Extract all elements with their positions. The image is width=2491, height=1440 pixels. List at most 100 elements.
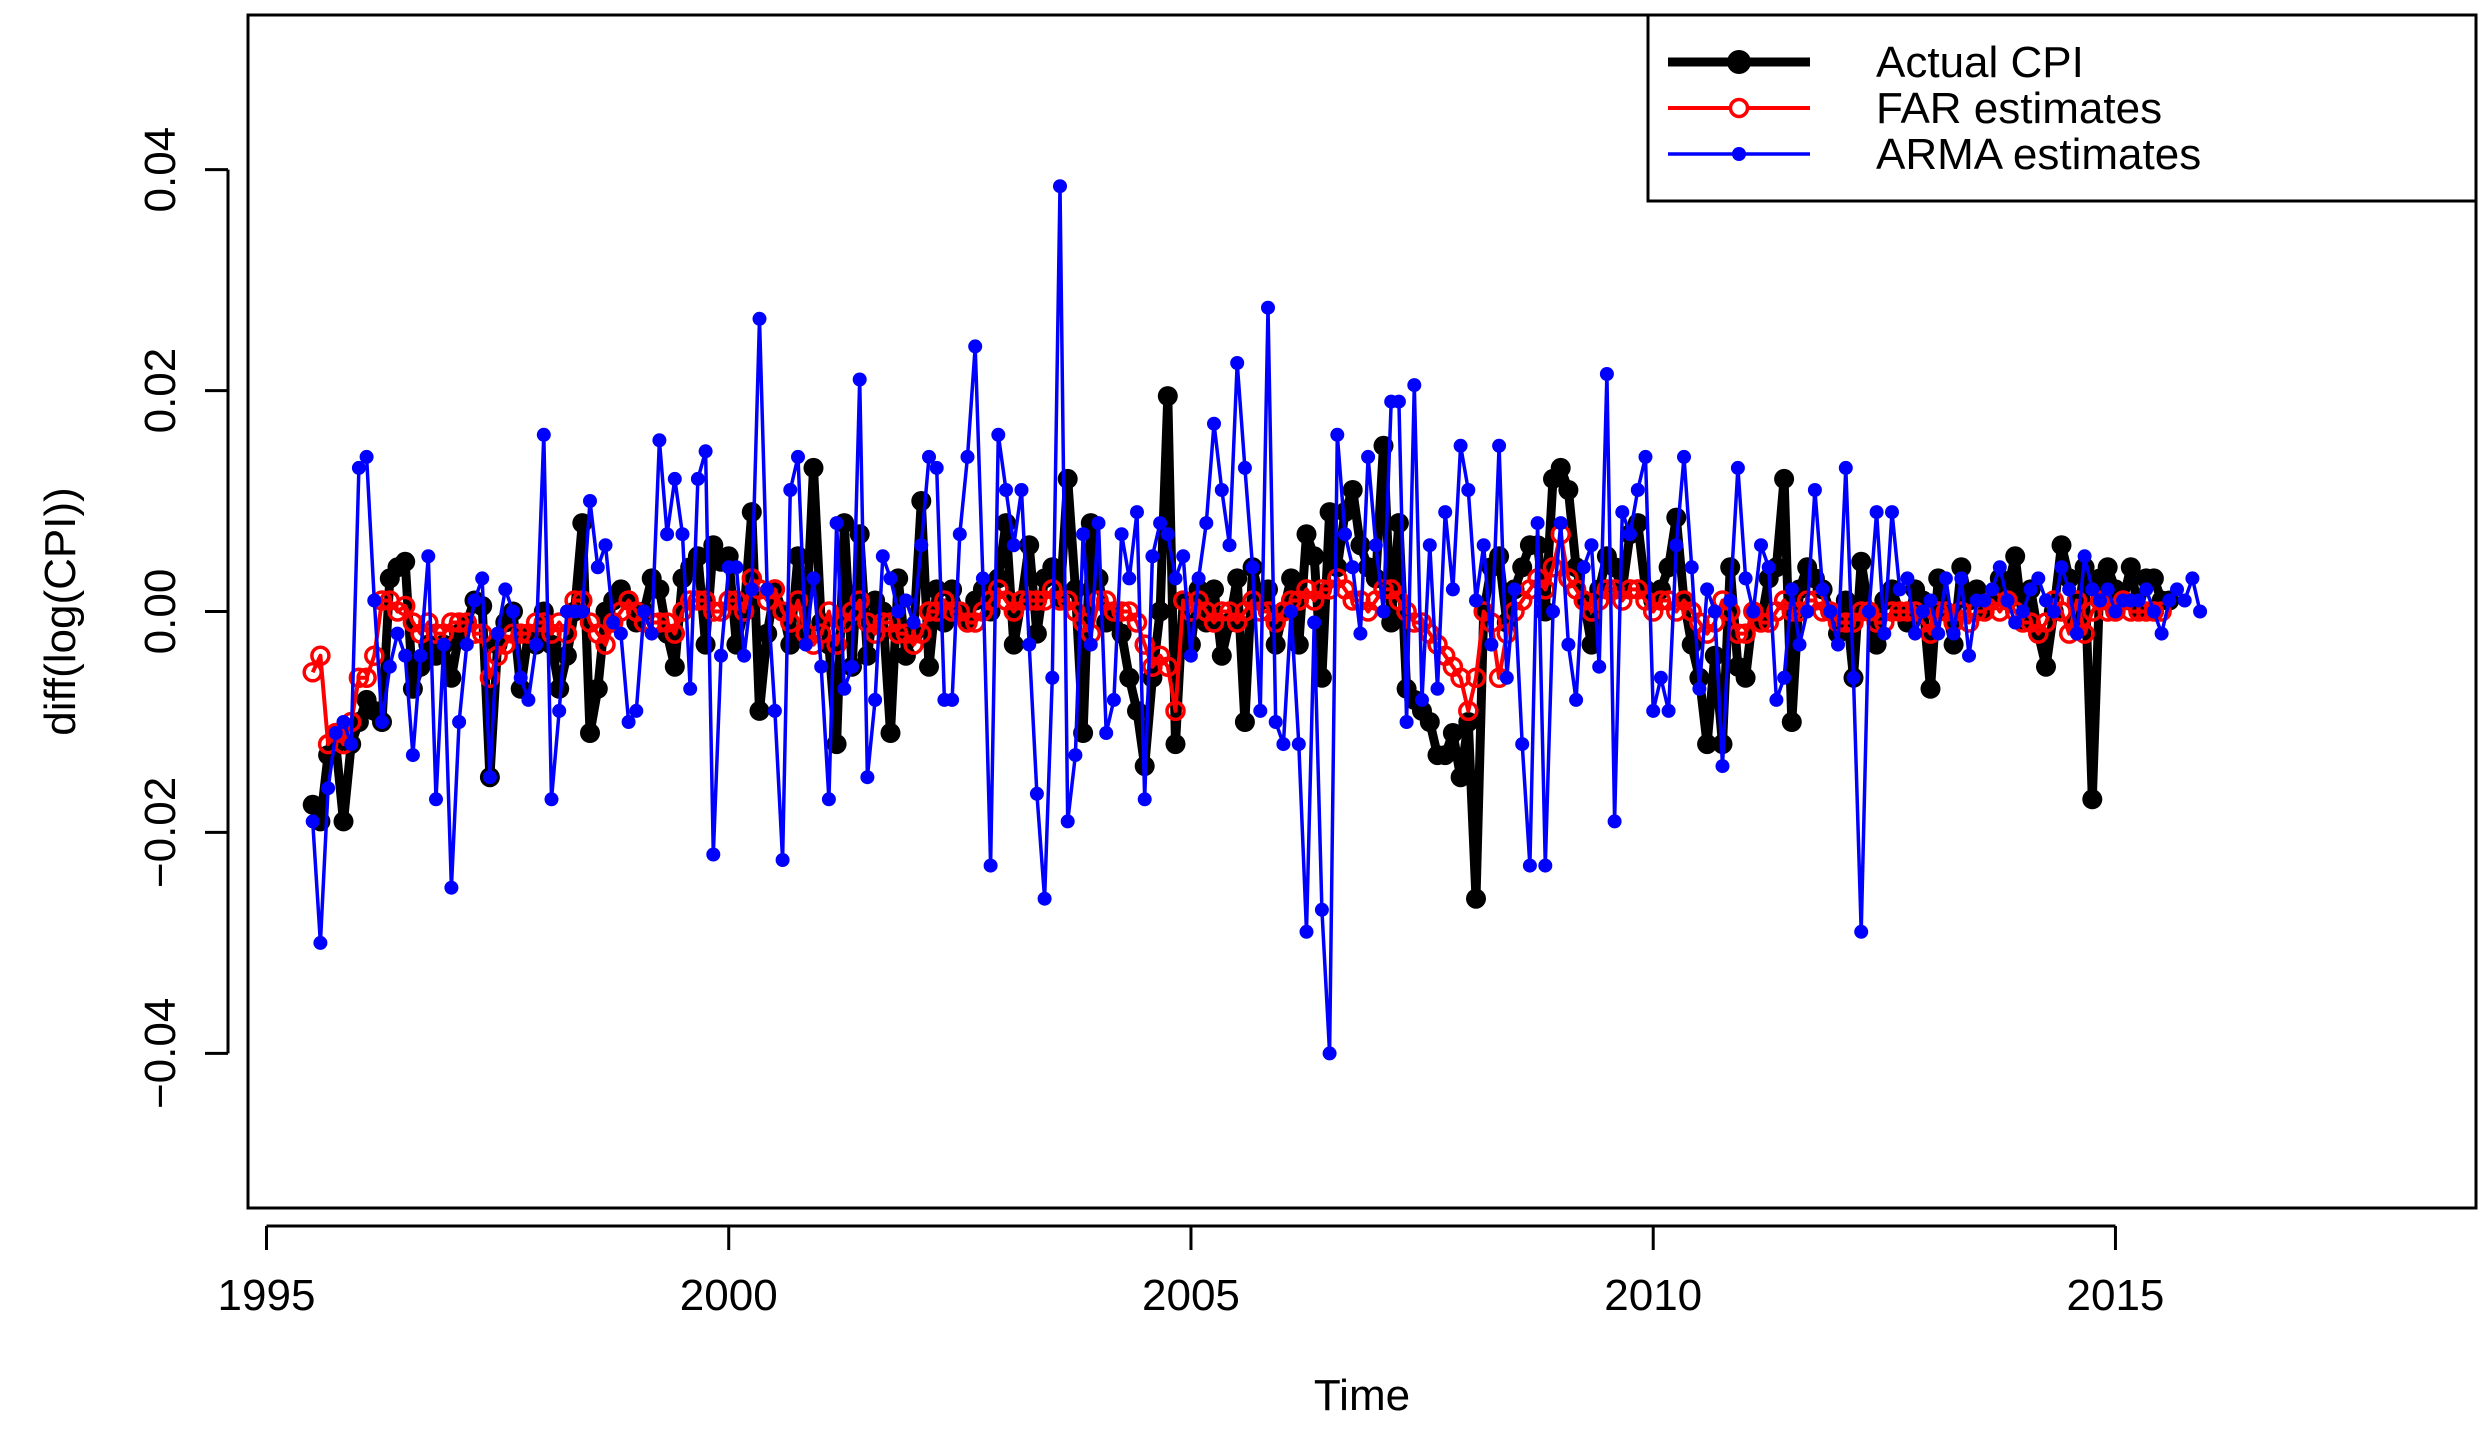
data-point [922, 449, 936, 464]
y-tick-label: −0.04 [136, 998, 185, 1109]
data-point [883, 571, 898, 586]
plot-frame [246, 13, 2478, 1210]
data-point [328, 726, 343, 740]
data-point [1938, 571, 1953, 586]
data-point [1507, 582, 1522, 597]
data-point [1342, 480, 1363, 500]
data-point [1704, 645, 1725, 666]
data-point [2005, 546, 2026, 567]
data-point [1284, 604, 1299, 619]
data-point [898, 593, 913, 608]
data-point [575, 604, 590, 619]
data-point [1489, 546, 1510, 567]
data-point [1122, 571, 1137, 586]
data-point [1550, 457, 1571, 478]
data-point [2143, 601, 2165, 622]
data-point [1006, 538, 1021, 553]
data-point [857, 645, 878, 666]
data-point [302, 794, 323, 815]
data-point [467, 593, 482, 608]
data-point [2000, 593, 2015, 608]
data-point [313, 935, 328, 950]
data-point [1299, 924, 1314, 939]
data-point [364, 645, 385, 666]
data-point [444, 880, 459, 895]
data-point [2120, 557, 2141, 578]
data-point [945, 692, 960, 707]
data-point [1330, 427, 1345, 442]
data-point [552, 703, 567, 718]
data-point [336, 715, 351, 729]
data-point [1707, 604, 1722, 619]
data-point [2154, 626, 2169, 641]
data-point [1399, 715, 1414, 729]
data-point [1596, 579, 1618, 600]
data-point [1114, 527, 1129, 542]
data-point [2100, 582, 2115, 597]
data-point [1207, 416, 1221, 431]
data-point [1908, 626, 1923, 641]
data-point [521, 692, 536, 707]
y-tick-label: −0.02 [136, 777, 185, 888]
data-point [390, 626, 405, 641]
data-point [810, 623, 832, 644]
data-point [1088, 568, 1109, 589]
data-point [1815, 582, 1830, 597]
data-point [1368, 538, 1383, 553]
data-point [1854, 924, 1869, 939]
data-point [775, 853, 790, 867]
data-point [1227, 568, 1248, 589]
data-point [1458, 700, 1479, 722]
data-point [860, 770, 875, 785]
data-point [2046, 604, 2061, 619]
data-point [2162, 593, 2177, 608]
data-point [1160, 527, 1175, 542]
data-point [960, 449, 975, 464]
data-point [941, 601, 963, 622]
legend-marker [1727, 50, 1751, 74]
data-point [1099, 726, 1114, 740]
data-point [2185, 571, 2200, 586]
data-point [1222, 538, 1237, 553]
data-point [2146, 604, 2161, 619]
data-point [1307, 615, 1322, 630]
x-tick-label: 2005 [1142, 1271, 1240, 1320]
data-point [1546, 604, 1560, 619]
data-point [1661, 703, 1676, 718]
x-tick-label: 1995 [218, 1271, 316, 1320]
data-point [1091, 516, 1106, 531]
data-point [1499, 670, 1514, 685]
data-point [919, 656, 939, 677]
data-point [1073, 723, 1094, 743]
data-point [1168, 571, 1183, 586]
data-point [405, 748, 420, 763]
data-point [2035, 612, 2057, 633]
data-point [2023, 582, 2038, 597]
data-point [868, 692, 883, 707]
data-point [687, 546, 708, 567]
data-point [1584, 538, 1599, 553]
data-point [398, 648, 413, 663]
data-point [448, 612, 470, 633]
data-point [895, 645, 916, 666]
data-point [1769, 692, 1784, 707]
data-point [818, 601, 840, 622]
data-point [1800, 604, 1815, 619]
data-point [1599, 367, 1614, 381]
data-point [957, 612, 978, 633]
data-point [375, 715, 389, 729]
data-point [911, 623, 932, 644]
data-point [1720, 557, 1741, 578]
data-point [826, 634, 847, 655]
data-point [1183, 648, 1198, 663]
data-point [788, 546, 808, 567]
data-point [637, 604, 651, 619]
data-point [729, 560, 744, 575]
data-point [906, 615, 921, 630]
data-point [749, 700, 770, 721]
data-point [1014, 483, 1029, 497]
data-point [1807, 483, 1822, 497]
data-point [1461, 483, 1476, 497]
data-point [1466, 888, 1486, 909]
